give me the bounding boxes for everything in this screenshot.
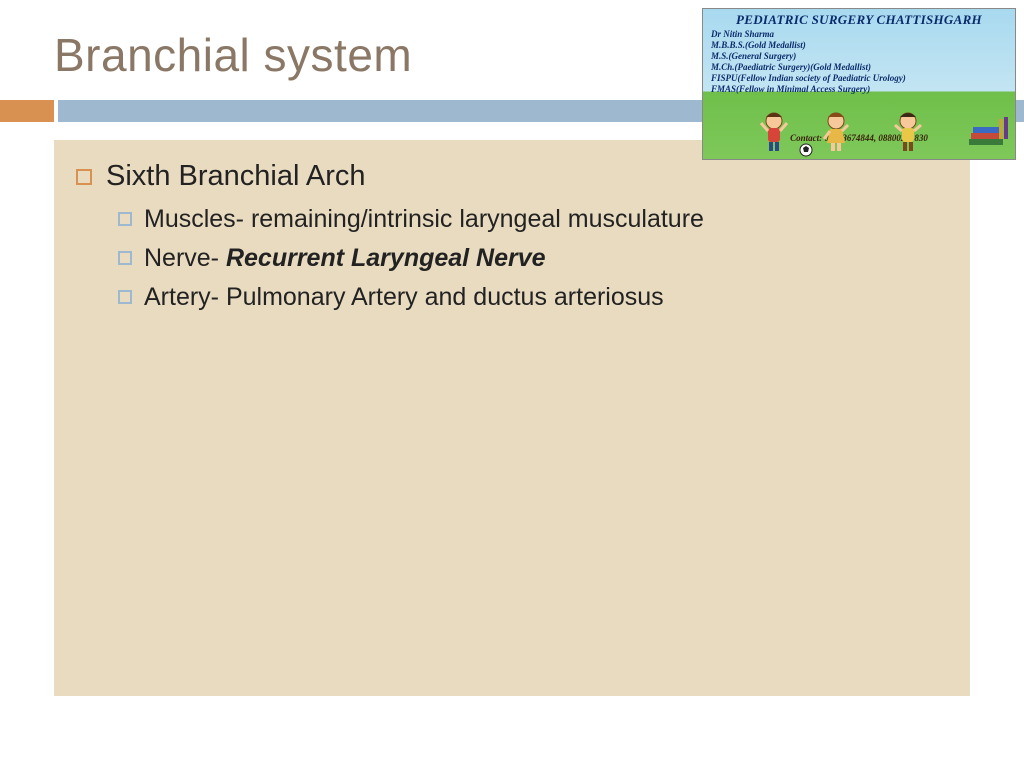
header-info-card: PEDIATRIC SURGERY CHATTISHGARH Dr Nitin … [702,8,1016,160]
card-title: PEDIATRIC SURGERY CHATTISHGARH [703,9,1015,28]
square-bullet-icon [118,251,132,265]
list-item-level2: Artery- Pulmonary Artery and ductus arte… [118,283,948,312]
card-credentials: Dr Nitin Sharma M.B.B.S.(Gold Medallist)… [703,28,1015,95]
soccer-ball-icon [799,143,813,157]
credential-line: FISPU(Fellow Indian society of Paediatri… [711,73,1015,84]
books-icon [965,115,1009,155]
child-cartoon-icon [821,111,851,153]
square-bullet-icon [118,290,132,304]
square-bullet-icon [76,169,92,185]
child-cartoon-icon [759,111,789,153]
square-bullet-icon [118,212,132,226]
accent-orange-block [0,100,54,122]
credential-line: Dr Nitin Sharma [711,29,1015,40]
list-item-level2: Muscles- remaining/intrinsic laryngeal m… [118,205,948,234]
list-item-text: Artery- Pulmonary Artery and ductus arte… [144,283,664,312]
emphasized-text: Recurrent Laryngeal Nerve [226,244,546,272]
credential-line: M.S.(General Surgery) [711,51,1015,62]
list-item-text: Sixth Branchial Arch [106,160,366,193]
list-item-level2: Nerve- Recurrent Laryngeal Nerve [118,244,948,273]
credential-line: M.Ch.(Paediatric Surgery)(Gold Medallist… [711,62,1015,73]
list-item-text: Muscles- remaining/intrinsic laryngeal m… [144,205,704,234]
content-body: Sixth Branchial Arch Muscles- remaining/… [54,140,970,696]
child-cartoon-icon [893,111,923,153]
list-item-level1: Sixth Branchial Arch [76,160,948,193]
credential-line: FMAS(Fellow in Minimal Access Surgery) [711,84,1015,95]
credential-line: M.B.B.S.(Gold Medallist) [711,40,1015,51]
list-item-text: Nerve- Recurrent Laryngeal Nerve [144,244,546,273]
